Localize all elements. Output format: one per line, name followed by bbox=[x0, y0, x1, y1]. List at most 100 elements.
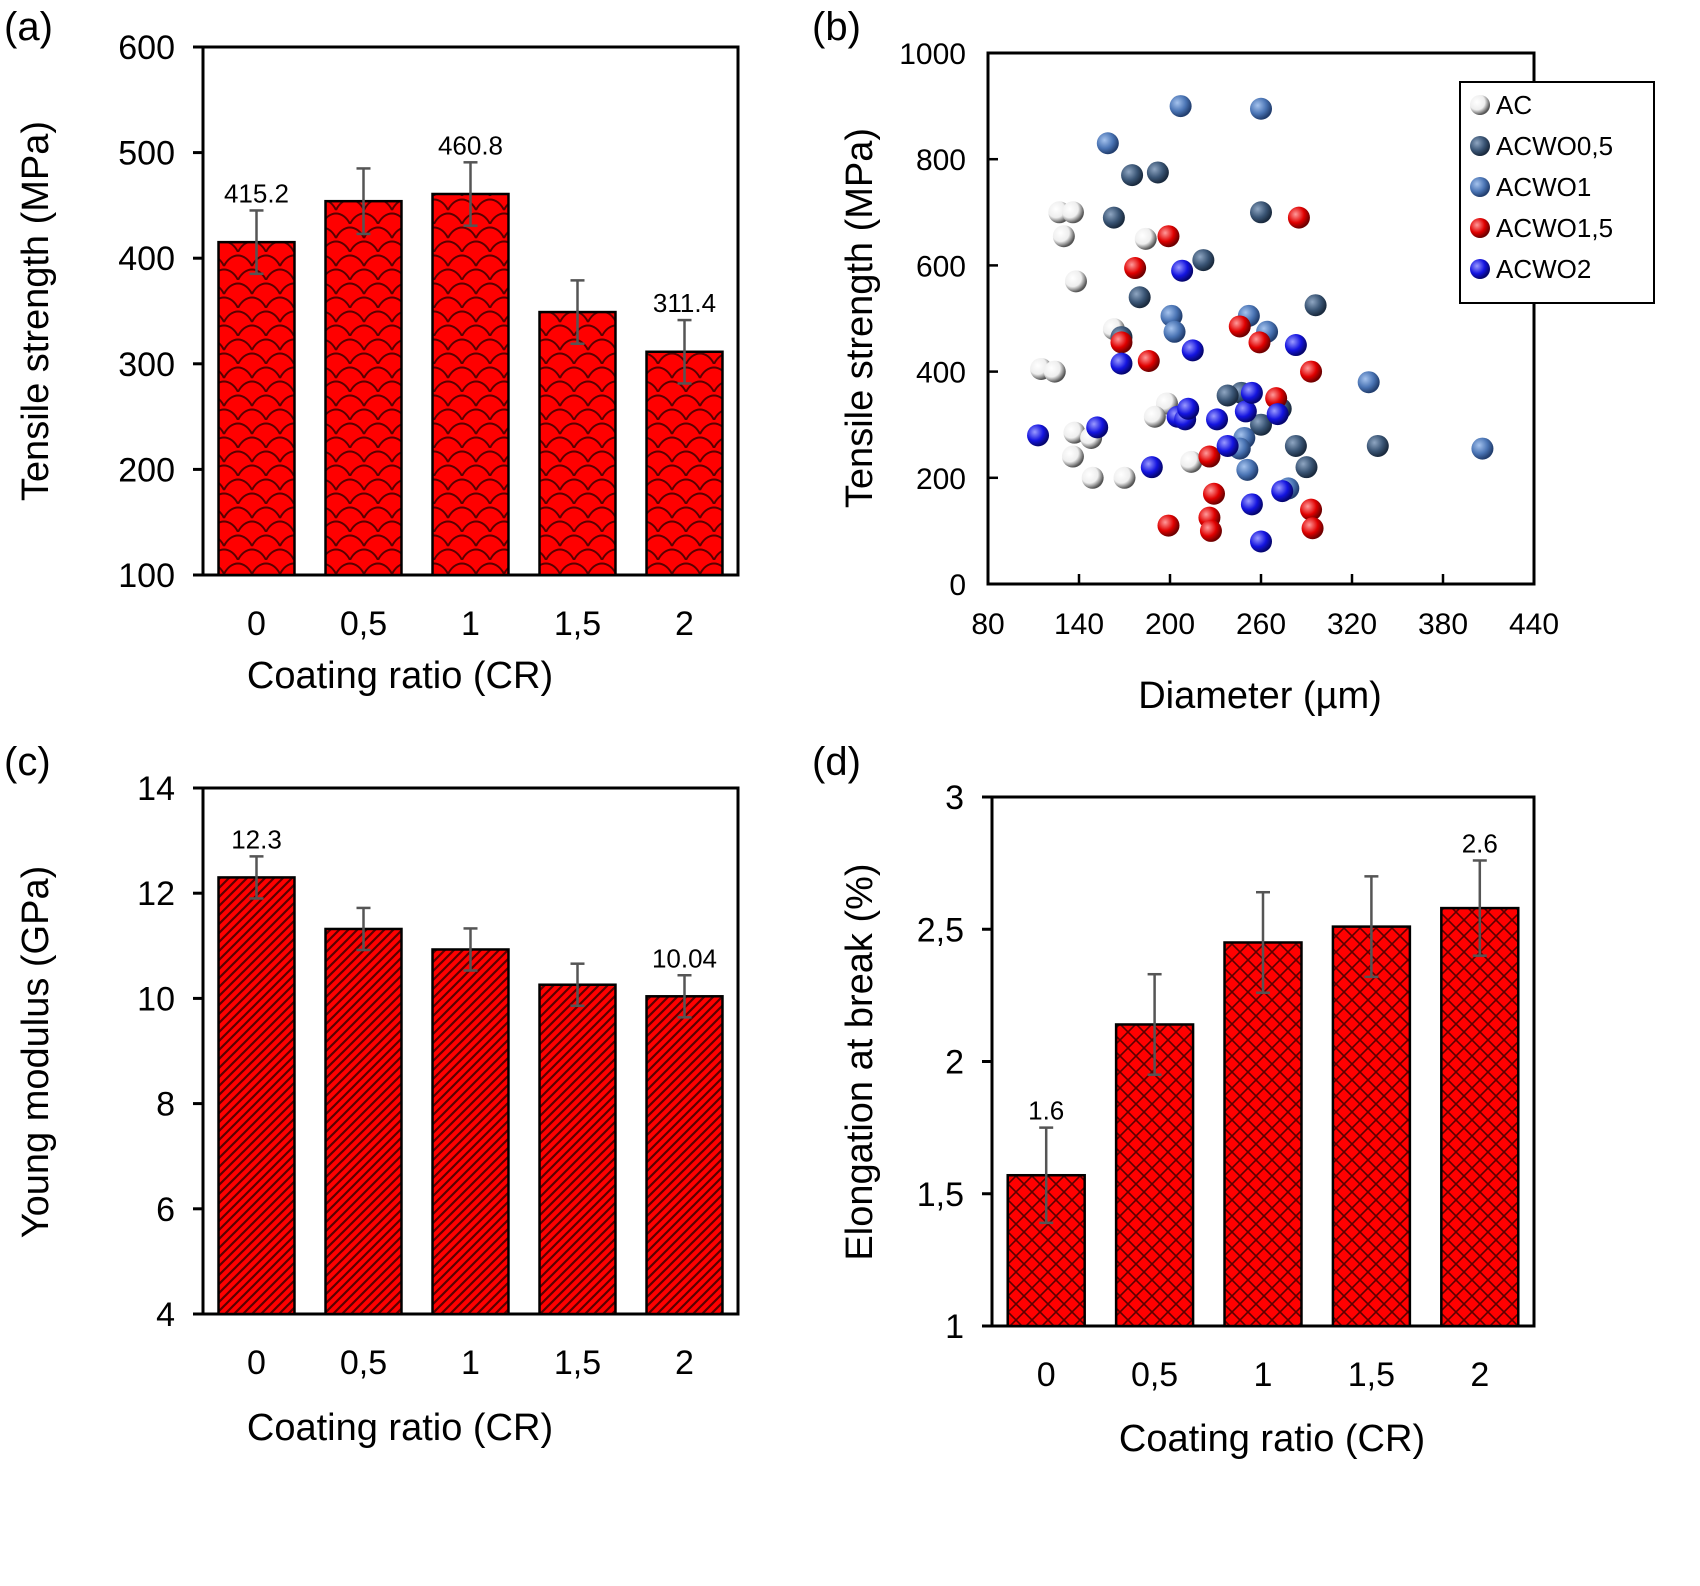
scatter-point bbox=[1250, 530, 1272, 553]
panel-c: (c) Young modulus (GPa) Coating ratio (CR)… bbox=[4, 740, 740, 1449]
legend-entry: ACWO2 bbox=[1496, 254, 1591, 284]
bar bbox=[538, 983, 617, 1316]
y-tick-label: 4 bbox=[156, 1296, 175, 1334]
y-axis-label: Elongation at break (%) bbox=[839, 863, 881, 1260]
y-tick-label: 600 bbox=[916, 250, 966, 283]
scatter-point bbox=[1163, 320, 1186, 343]
scatter-point bbox=[1063, 421, 1086, 444]
scatter-point bbox=[1113, 466, 1136, 489]
scatter-point bbox=[1128, 286, 1151, 309]
bar bbox=[324, 199, 403, 577]
scatter-point bbox=[1121, 164, 1144, 187]
scatter-point bbox=[1271, 480, 1294, 503]
y-tick-label: 1000 bbox=[899, 38, 966, 71]
scatter-point bbox=[1061, 201, 1084, 224]
scatter-point bbox=[1137, 349, 1160, 372]
legend-marker bbox=[1470, 95, 1490, 115]
scatter-point bbox=[1081, 466, 1104, 489]
data-label: 415.2 bbox=[224, 178, 289, 208]
scatter-point bbox=[1043, 360, 1066, 383]
scatter-point bbox=[1192, 249, 1215, 272]
scatter-point bbox=[1284, 434, 1307, 457]
scatter-point bbox=[1157, 225, 1180, 248]
y-tick-label: 8 bbox=[156, 1086, 175, 1124]
legend-marker bbox=[1470, 259, 1490, 279]
data-label: 10.04 bbox=[652, 943, 717, 973]
y-tick-label: 2 bbox=[945, 1044, 964, 1082]
bar bbox=[217, 876, 296, 1316]
y-tick-label: 10 bbox=[137, 980, 175, 1018]
scatter-point bbox=[1181, 339, 1204, 362]
scatter-point bbox=[1266, 403, 1289, 426]
scatter-point bbox=[1143, 405, 1166, 428]
scatter-point bbox=[1102, 206, 1125, 229]
x-tick-label: 0 bbox=[247, 605, 266, 643]
y-tick-label: 14 bbox=[137, 770, 175, 808]
scatter-point bbox=[1206, 408, 1229, 431]
scatter-point bbox=[1250, 97, 1272, 120]
y-tick-label: 600 bbox=[118, 29, 175, 67]
scatter-point bbox=[1236, 458, 1259, 481]
scatter-point bbox=[1124, 257, 1147, 280]
x-tick-label: 0 bbox=[1037, 1356, 1056, 1394]
bar bbox=[431, 192, 510, 577]
y-tick-label: 500 bbox=[118, 135, 175, 173]
y-tick-label: 1,5 bbox=[917, 1176, 964, 1214]
scatter-point bbox=[1202, 482, 1225, 505]
x-tick-label: 380 bbox=[1418, 608, 1468, 641]
x-tick-label: 320 bbox=[1327, 608, 1377, 641]
data-label: 460.8 bbox=[438, 130, 503, 160]
scatter-point bbox=[1471, 437, 1494, 460]
scatter-point bbox=[1265, 387, 1288, 410]
y-tick-label: 12 bbox=[137, 875, 175, 913]
x-tick-label: 260 bbox=[1236, 608, 1286, 641]
y-tick-label: 800 bbox=[916, 144, 966, 177]
scatter-point bbox=[1240, 381, 1263, 404]
panel-label: (d) bbox=[812, 740, 861, 784]
scatter-point bbox=[1228, 315, 1251, 338]
data-label: 311.4 bbox=[653, 288, 716, 318]
scatter-point bbox=[1110, 352, 1133, 375]
scatter-point bbox=[1199, 519, 1222, 542]
scatter-point bbox=[1157, 514, 1180, 537]
bar bbox=[431, 948, 510, 1316]
x-tick-label: 0,5 bbox=[340, 1344, 387, 1382]
panel-label: (a) bbox=[4, 5, 53, 49]
scatter-point bbox=[1216, 384, 1239, 407]
x-tick-label: 1,5 bbox=[554, 1344, 601, 1382]
scatter-point bbox=[1096, 132, 1119, 155]
data-label: 12.3 bbox=[231, 824, 282, 854]
x-tick-label: 1 bbox=[1254, 1356, 1273, 1394]
x-tick-label: 1 bbox=[461, 605, 480, 643]
x-axis-label: Coating ratio (CR) bbox=[1119, 1418, 1425, 1460]
bar bbox=[1331, 925, 1412, 1328]
y-tick-label: 100 bbox=[118, 557, 175, 595]
scatter-point bbox=[1134, 227, 1157, 250]
scatter-point bbox=[1027, 424, 1050, 447]
bar bbox=[645, 350, 724, 577]
scatter-point bbox=[1177, 397, 1200, 420]
scatter-point bbox=[1180, 450, 1203, 473]
scatter-point bbox=[1169, 95, 1192, 118]
legend-entry: ACWO1,5 bbox=[1496, 213, 1613, 243]
legend-entry: AC bbox=[1496, 90, 1532, 120]
y-axis-label: Tensile strength (MPa) bbox=[15, 121, 57, 501]
panel-a: (a) Tensile strength (MPa) Coating ratio (… bbox=[4, 5, 740, 697]
scatter-point bbox=[1140, 456, 1163, 479]
scatter-point bbox=[1110, 331, 1133, 354]
bar bbox=[217, 240, 296, 577]
x-tick-label: 440 bbox=[1509, 608, 1559, 641]
legend-entry: ACWO1 bbox=[1496, 172, 1591, 202]
y-tick-label: 3 bbox=[945, 779, 964, 817]
scatter-point bbox=[1300, 498, 1323, 521]
panel-label: (b) bbox=[812, 5, 861, 49]
y-tick-label: 0 bbox=[949, 569, 966, 602]
bar bbox=[645, 995, 724, 1316]
scatter-point bbox=[1146, 161, 1169, 184]
scatter-point bbox=[1366, 434, 1389, 457]
x-tick-label: 1,5 bbox=[1348, 1356, 1395, 1394]
y-tick-label: 6 bbox=[156, 1191, 175, 1229]
scatter-point bbox=[1171, 259, 1194, 282]
x-tick-label: 80 bbox=[971, 608, 1004, 641]
